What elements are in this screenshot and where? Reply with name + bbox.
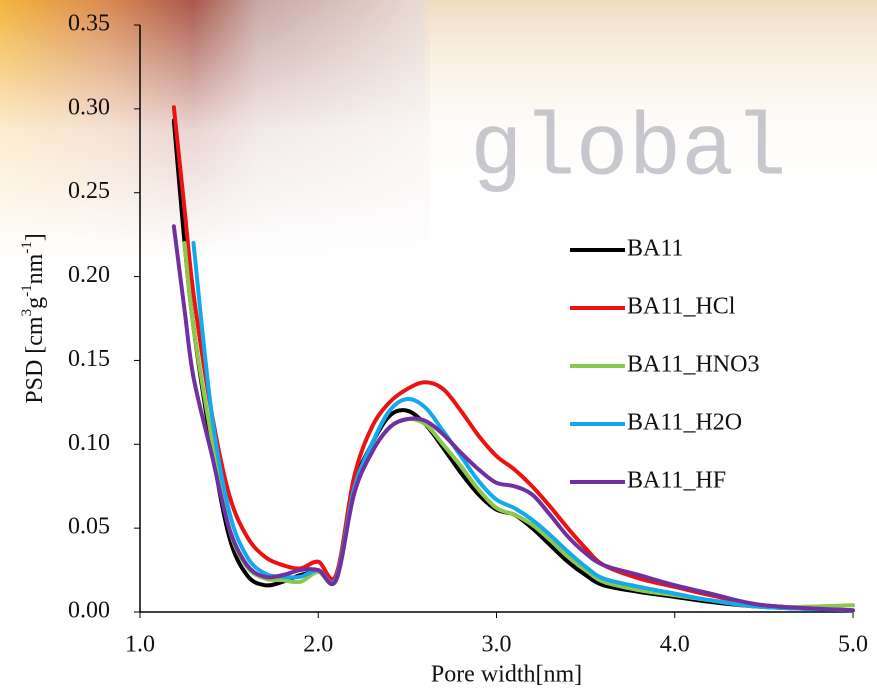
x-tick-label: 4.0	[660, 632, 690, 658]
y-tick-label: 0.20	[68, 262, 110, 288]
series-line	[171, 118, 855, 613]
x-tick-label: 5.0	[838, 632, 868, 658]
y-tick-label: 0.10	[68, 430, 110, 456]
series-line	[171, 224, 855, 613]
y-axis-label-part: PSD [cm	[22, 316, 48, 404]
x-tick-label: 2.0	[303, 632, 333, 658]
background-fade	[0, 0, 877, 260]
legend-label: BA11_HF	[627, 468, 726, 494]
x-tick-label: 1.0	[125, 632, 155, 658]
y-tick-label: 0.30	[68, 94, 110, 120]
x-tick-label: 3.0	[482, 632, 512, 658]
x-axis-label: Pore width[nm]	[431, 662, 582, 688]
legend-label: BA11_HNO3	[627, 352, 759, 378]
y-axis-label-part: nm	[22, 253, 48, 284]
y-tick-label: 0.05	[68, 514, 110, 540]
y-axis-label-part: g	[22, 297, 48, 309]
y-tick-label: 0.00	[68, 598, 110, 624]
y-tick-label: 0.35	[68, 11, 110, 37]
y-axis-label-part: -1	[19, 241, 35, 254]
y-axis-label-part: ]	[22, 233, 48, 241]
legend-label: BA11	[627, 236, 683, 262]
y-axis-label-part: 3	[19, 309, 35, 317]
y-axis-label: PSD [cm3g-1nm-1]	[19, 233, 47, 404]
legend-label: BA11_HCl	[627, 294, 736, 320]
series-line	[191, 241, 855, 613]
legend-label: BA11_H2O	[627, 410, 742, 436]
background-text: global	[470, 101, 787, 200]
y-axis-label-part: -1	[19, 284, 35, 297]
y-tick-label: 0.25	[68, 178, 110, 204]
y-tick-label: 0.15	[68, 346, 110, 372]
y-axis-label-text: PSD [cm3g-1nm-1]	[19, 233, 47, 404]
